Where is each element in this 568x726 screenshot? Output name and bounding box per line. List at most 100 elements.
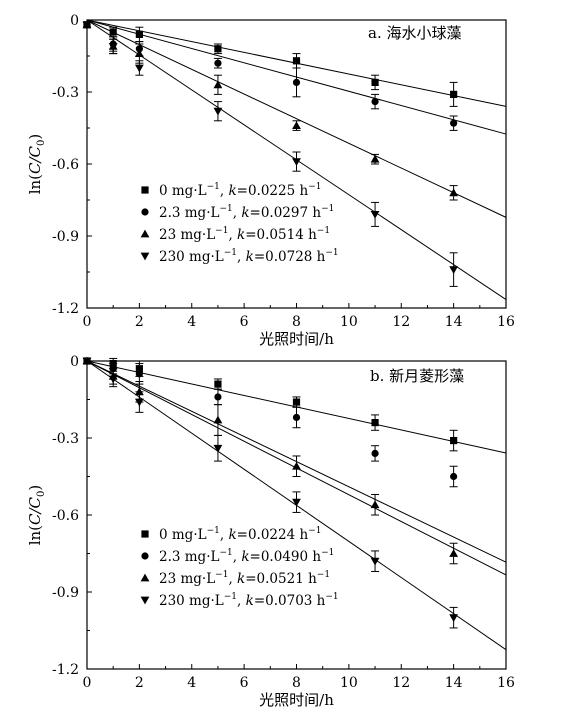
legend-sep: , <box>220 183 229 199</box>
legend-conc: 230 mg·L <box>159 249 224 265</box>
panel-label: a. 海水小球藻 <box>368 24 461 42</box>
data-point <box>134 49 144 57</box>
y-tick-label: -1.2 <box>52 662 79 678</box>
x-tick-label: 14 <box>445 675 463 691</box>
data-point <box>450 90 458 98</box>
data-point <box>213 80 223 89</box>
x-tick-label: 0 <box>83 675 92 691</box>
legend-conc-exp: −1 <box>219 548 232 558</box>
data-point <box>371 98 379 106</box>
data-point <box>134 64 144 73</box>
x-tick-label: 10 <box>340 675 358 691</box>
x-tick-label: 6 <box>240 675 249 691</box>
legend-conc: 0 mg·L <box>159 183 207 199</box>
panel-b: 0 2 4 6 8 10 12 14 16 0 -0.3 -0.6 -0.9 -1.2 光照时间/h ln(C… <box>26 354 515 709</box>
legend-marker <box>140 596 150 605</box>
panel-a: 0 2 4 6 8 10 12 14 16 0 -0.3 -0.6 -0.9 -1.2 光照时间/h ln(C… <box>26 13 515 348</box>
legend-entry: 23 mg·L−1, k=0.0514 h−1 <box>159 226 330 243</box>
data-point <box>370 211 380 219</box>
legend-conc: 23 mg·L <box>159 227 215 243</box>
data-point <box>370 500 380 509</box>
legend-sep: , <box>237 249 246 265</box>
legend-conc-exp: −1 <box>207 526 220 536</box>
legend-conc: 2.3 mg·L <box>159 205 219 221</box>
legend-k-exp: −1 <box>325 592 338 602</box>
legend-k-value: =0.0703 h <box>254 593 326 609</box>
x-tick-label: 16 <box>497 314 515 330</box>
legend-conc: 23 mg·L <box>159 571 215 587</box>
y-label-italic: C/C <box>26 145 44 174</box>
data-point <box>370 154 380 163</box>
data-point <box>135 370 143 378</box>
legend-k-exp: −1 <box>317 570 330 580</box>
x-tick-label: 0 <box>83 314 92 330</box>
y-label-subscript: 0 <box>36 491 47 497</box>
data-point <box>292 78 301 86</box>
y-tick-label: -0.3 <box>52 85 79 101</box>
data-point <box>450 119 458 127</box>
y-axis-label: ln(C/C0) <box>26 134 47 195</box>
legend-k-value: =0.0225 h <box>237 183 309 199</box>
legend-k-exp: −1 <box>321 548 334 558</box>
y-tick-label: -0.9 <box>52 585 79 601</box>
legend-k-exp: −1 <box>317 226 330 236</box>
legend-k-value: =0.0224 h <box>237 527 309 543</box>
data-point <box>292 461 301 470</box>
x-tick-label: 6 <box>240 314 249 330</box>
data-point <box>370 557 380 566</box>
legend-marker <box>141 530 149 538</box>
legend-k-symbol: k <box>246 593 254 609</box>
data-point <box>108 375 118 384</box>
data-point <box>214 45 222 53</box>
series-triangle-down <box>82 357 507 651</box>
y-tick-label: -1.2 <box>52 301 79 317</box>
legend-k-exp: −1 <box>325 248 338 258</box>
legend-marker <box>141 208 149 216</box>
data-point <box>292 398 301 406</box>
legend-k-exp: −1 <box>321 204 334 214</box>
legend-conc-exp: −1 <box>215 226 228 236</box>
y-tick-label: -0.6 <box>52 157 79 173</box>
legend-conc: 230 mg·L <box>159 593 224 609</box>
legend-k-value: =0.0521 h <box>245 571 317 587</box>
data-point <box>449 188 459 197</box>
legend-sep: , <box>233 205 242 221</box>
x-tick-label: 4 <box>187 314 196 330</box>
y-label-prefix: ln( <box>26 525 44 545</box>
data-point <box>214 393 222 401</box>
data-point <box>213 415 223 424</box>
x-tick-label: 14 <box>445 314 463 330</box>
data-point <box>213 444 223 453</box>
data-point <box>371 449 379 457</box>
y-label-close: ) <box>26 134 44 140</box>
legend-entry: 2.3 mg·L−1, k=0.0490 h−1 <box>159 548 334 565</box>
data-point <box>214 380 222 388</box>
data-point <box>371 78 379 86</box>
data-point <box>450 436 458 445</box>
series-triangle-down <box>82 19 507 300</box>
y-tick-label: -0.6 <box>52 508 79 524</box>
y-label-italic: C/C <box>26 496 44 525</box>
data-point <box>292 158 301 166</box>
x-tick-label: 2 <box>135 314 144 330</box>
legend-sep: , <box>228 227 237 243</box>
legend-sep: , <box>220 527 229 543</box>
x-tick-label: 10 <box>340 314 358 330</box>
x-tick-label: 8 <box>292 675 301 691</box>
legend-conc: 2.3 mg·L <box>159 549 219 565</box>
legend-conc-exp: −1 <box>219 204 232 214</box>
data-point <box>292 121 301 129</box>
legend-conc-exp: −1 <box>207 182 220 192</box>
y-tick-label: 0 <box>70 354 79 370</box>
legend-sep: , <box>233 549 242 565</box>
legend-marker <box>141 186 149 194</box>
legend-entry: 0 mg·L−1, k=0.0225 h−1 <box>159 182 321 199</box>
y-label-close: ) <box>26 485 44 491</box>
legend-marker <box>140 573 150 582</box>
legend-k-symbol: k <box>246 249 254 265</box>
legend-k-symbol: k <box>228 527 236 543</box>
legend-k-symbol: k <box>241 549 249 565</box>
legend-sep: , <box>228 571 237 587</box>
fit-line <box>86 19 507 218</box>
